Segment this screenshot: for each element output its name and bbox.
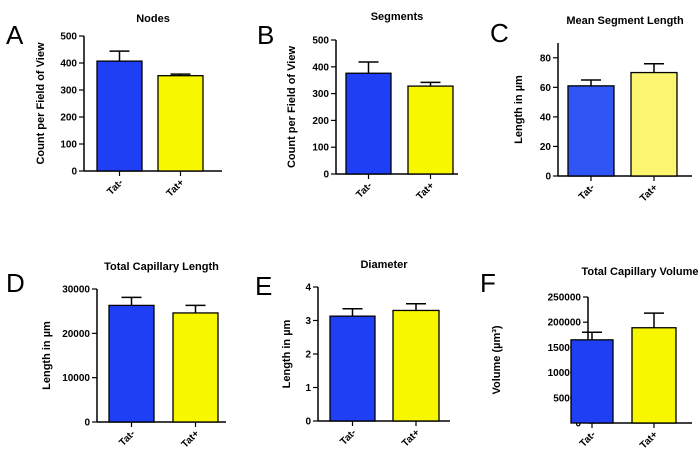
bar-tat: [631, 327, 677, 424]
panel-b: B Segments 0 100 200 300 400 500 Count per Fiel…: [233, 0, 466, 225]
y-tick-label: 10000: [62, 373, 90, 384]
chart-diameter: Diameter 0 1 2 3 4 Length in µm Tat- Tat+: [281, 259, 450, 449]
y-axis-label: Count per Field of View: [35, 42, 47, 164]
y-tick-label: 200000: [548, 318, 582, 329]
y-tick-label: 30000: [62, 285, 90, 296]
panel-c: C Mean Segment Length 0 20 40 60 80 Length in …: [466, 0, 700, 225]
chart-title: Mean Segment Length: [566, 15, 684, 27]
chart-title: Diameter: [360, 259, 408, 271]
x-tick-label: Tat+: [415, 180, 437, 202]
bar-tat: [392, 309, 440, 422]
y-tick-label: 0: [71, 167, 77, 178]
x-tick-label: Tat-: [105, 177, 125, 197]
x-tick-label: Tat-: [117, 428, 137, 448]
y-axis-label: Length in µm: [41, 321, 53, 390]
chart-total-capillary-volume: Total Capillary Volume 0 50000 100000 150000…: [491, 266, 699, 450]
panel-e: E Diameter 0 1 2 3 4 Length in µm Tat- Tat+: [233, 225, 466, 450]
y-tick-label: 80: [540, 53, 552, 64]
x-tick-label: Tat+: [400, 427, 422, 449]
chart-title: Nodes: [136, 13, 170, 25]
panel-f: F Total Capillary Volume 0 50000 100000 1500…: [466, 225, 700, 450]
bar-tat: [157, 75, 204, 172]
y-axis-label: Volume (µm³): [491, 325, 503, 394]
panel-letter: F: [480, 268, 496, 298]
y-tick-label: 40: [540, 112, 552, 123]
y-tick-label: 20000: [62, 329, 90, 340]
y-tick-label: 250000: [548, 293, 582, 304]
panel-letter: D: [6, 268, 25, 298]
bar-tat: [329, 315, 376, 422]
chart-total-capillary-length: Total Capillary Length 0 10000 20000 30000 Le…: [41, 261, 226, 450]
y-tick-label: 3: [305, 316, 311, 327]
y-axis-label: Length in µm: [513, 75, 525, 144]
x-tick-label: Tat+: [165, 177, 187, 199]
chart-title: Total Capillary Volume: [582, 266, 699, 278]
bar-tat: [630, 71, 678, 177]
y-tick-label: 0: [575, 419, 581, 430]
y-tick-label: 200: [312, 116, 329, 127]
y-tick-label: 1: [305, 383, 311, 394]
y-tick-label: 60: [540, 83, 552, 94]
bar-tat: [96, 60, 143, 172]
y-tick-label: 400: [312, 62, 329, 73]
panel-d: D Total Capillary Length 0 10000 20000 30000…: [0, 225, 233, 450]
x-tick-label: Tat-: [354, 180, 374, 200]
y-tick-label: 2: [305, 350, 311, 361]
y-tick-label: 20: [540, 142, 552, 153]
chart-segments: Segments 0 100 200 300 400 500 Count per Field …: [286, 11, 458, 202]
y-tick-label: 300: [312, 89, 329, 100]
bar-tat: [345, 72, 392, 175]
y-tick-label: 150000: [548, 343, 582, 354]
panel-letter: A: [6, 20, 24, 50]
y-tick-label: 300: [60, 86, 77, 97]
chart-mean-segment-length: Mean Segment Length 0 20 40 60 80 Length in µm…: [513, 15, 692, 204]
y-tick-label: 200: [60, 113, 77, 124]
bar-tat: [172, 312, 219, 423]
y-tick-label: 500: [312, 36, 329, 47]
x-tick-label: Tat-: [338, 427, 358, 447]
y-tick-label: 0: [84, 418, 90, 429]
x-tick-label: Tat+: [638, 429, 660, 450]
x-tick-label: Tat-: [578, 429, 598, 449]
y-tick-label: 500: [60, 32, 77, 43]
bar-tat: [407, 85, 454, 175]
y-tick-label: 100: [60, 140, 77, 151]
chart-nodes: Nodes 0 100 200 300 400 500 Count per Field of …: [35, 13, 222, 199]
y-tick-label: 100000: [548, 368, 582, 379]
chart-title: Segments: [371, 11, 424, 23]
y-tick-label: 0: [545, 172, 551, 183]
y-axis-label: Length in µm: [281, 319, 293, 388]
y-tick-label: 50000: [553, 393, 581, 404]
chart-title: Total Capillary Length: [104, 261, 219, 273]
x-tick-label: Tat-: [577, 182, 597, 202]
x-tick-label: Tat+: [638, 182, 660, 204]
y-tick-label: 0: [323, 170, 329, 181]
y-tick-label: 100: [312, 143, 329, 154]
panel-letter: B: [257, 20, 275, 50]
panel-letter: C: [490, 18, 509, 48]
bar-tat: [108, 304, 155, 423]
x-tick-label: Tat+: [180, 428, 202, 450]
bar-tat: [570, 339, 614, 424]
panel-letter: E: [255, 271, 273, 301]
y-axis-label: Count per Field of View: [286, 46, 298, 168]
y-tick-label: 4: [305, 283, 311, 294]
bar-tat: [567, 85, 615, 177]
y-tick-label: 400: [60, 59, 77, 70]
y-tick-label: 0: [305, 417, 311, 428]
panel-a: A Nodes 0 100 200 300 400 500 Count per Field o…: [0, 0, 233, 225]
